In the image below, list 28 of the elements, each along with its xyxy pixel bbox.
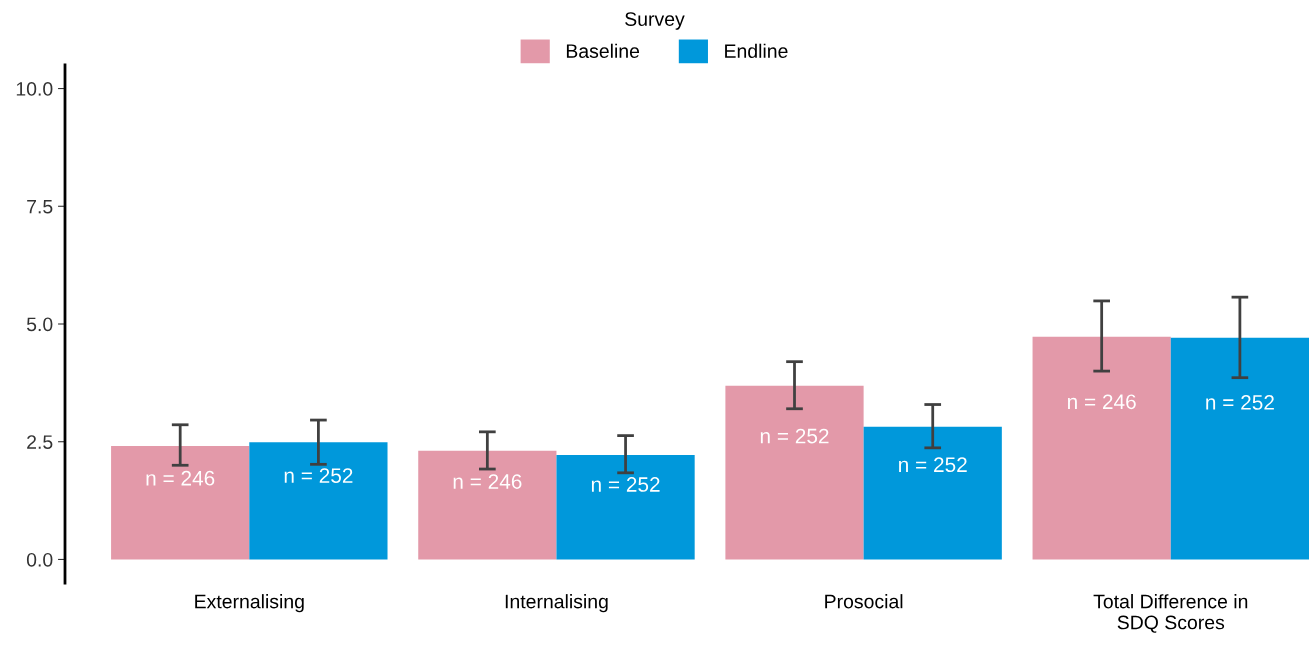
x-tick-label: Prosocial	[825, 594, 903, 609]
bar	[556, 454, 695, 560]
legend-title: Survey	[625, 12, 685, 30]
legend-label: Baseline	[566, 43, 640, 58]
y-tick-label: 0.0	[26, 552, 53, 567]
x-tick-label: Externalising	[195, 594, 304, 613]
bar	[111, 445, 250, 560]
annotation: n = 252	[760, 428, 829, 444]
bar	[863, 426, 1002, 560]
bar	[1170, 337, 1309, 560]
bar	[725, 385, 864, 560]
y-tick-label: 7.5	[27, 199, 53, 214]
annotation: n = 246	[453, 474, 522, 489]
annotation: n = 252	[899, 457, 967, 473]
bar	[418, 450, 557, 560]
annotation: n = 252	[284, 468, 353, 483]
annotation: n = 246	[146, 470, 215, 486]
y-tick-label: 5.0	[26, 317, 53, 332]
y-tick-label: 2.5	[27, 435, 53, 449]
x-tick-label: Internalising	[505, 594, 608, 613]
bar	[1032, 336, 1171, 560]
annotation: n = 252	[591, 477, 660, 492]
annotation: n = 246	[1068, 394, 1136, 410]
annotation: n = 252	[1206, 395, 1274, 410]
y-tick-label: 10.0	[16, 82, 53, 96]
x-tick-label: Total Difference in SDQ Scores	[1093, 594, 1248, 633]
bar	[249, 442, 388, 560]
legend-label: Endline	[725, 43, 788, 58]
